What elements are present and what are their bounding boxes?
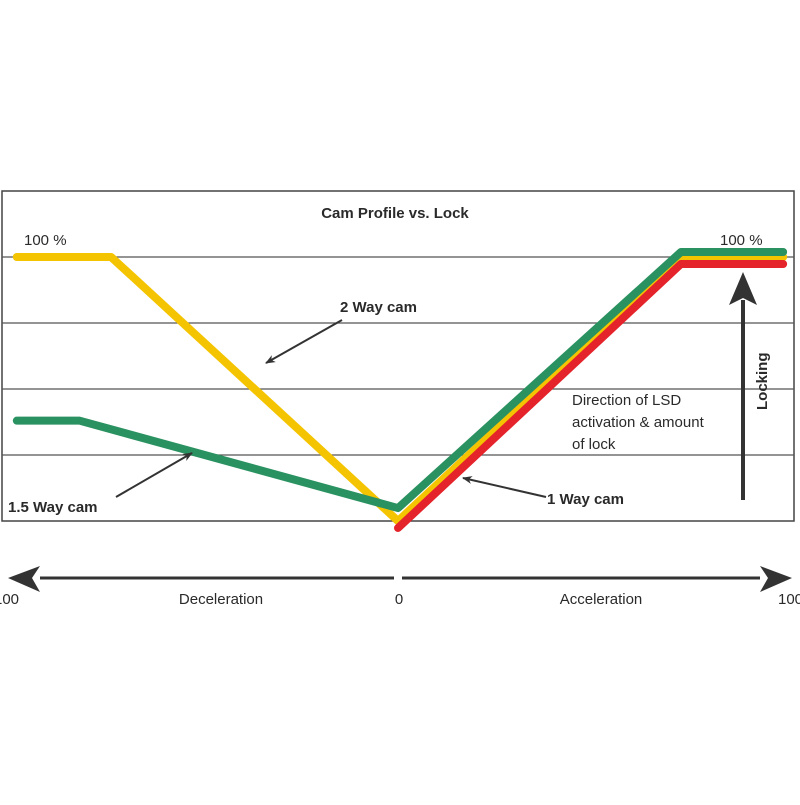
annotation-line-3: of lock	[572, 436, 616, 453]
series-line-1-5-way-cam	[12, 248, 788, 513]
x-tick-right: 100	[778, 591, 800, 608]
x-tick-left: 100	[0, 591, 19, 608]
annotation-line-2: activation & amount	[572, 414, 705, 431]
series-line-1-way-cam	[394, 260, 788, 532]
chart-title: Cam Profile vs. Lock	[321, 205, 469, 222]
series-line-2-way-cam	[12, 253, 788, 525]
label-1-5-way-cam: 1.5 Way cam	[8, 499, 98, 516]
arrow-1-way-cam	[462, 476, 547, 498]
acceleration-arrow-head	[760, 566, 792, 592]
plot-frame	[1, 190, 795, 522]
y-top-label-left: 100 %	[24, 232, 67, 249]
annotation-line-1: Direction of LSD	[572, 392, 681, 409]
locking-arrow-head	[729, 272, 757, 305]
acceleration-label: Acceleration	[560, 591, 643, 608]
deceleration-label: Deceleration	[179, 591, 263, 608]
x-tick-zero: 0	[395, 591, 403, 608]
label-2-way-cam: 2 Way cam	[340, 299, 417, 316]
label-1-way-cam: 1 Way cam	[547, 491, 624, 508]
deceleration-arrow-head	[8, 566, 40, 592]
arrow-2-way-cam	[265, 319, 343, 364]
grid-lines	[2, 256, 794, 456]
locking-label: Locking	[754, 352, 771, 410]
arrow-1-5-way-cam	[115, 452, 193, 498]
y-top-label-right: 100 %	[720, 232, 763, 249]
